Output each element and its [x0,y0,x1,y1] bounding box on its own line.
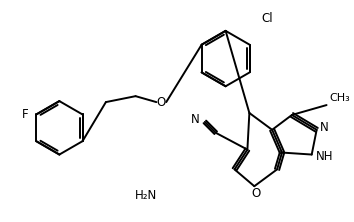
Text: NH: NH [316,150,333,163]
Text: F: F [22,108,28,121]
Text: O: O [157,96,166,109]
Text: N: N [191,113,200,126]
Text: Cl: Cl [261,12,273,26]
Text: CH₃: CH₃ [330,93,350,103]
Text: N: N [320,121,329,134]
Text: H₂N: H₂N [135,189,157,202]
Text: O: O [252,187,261,200]
